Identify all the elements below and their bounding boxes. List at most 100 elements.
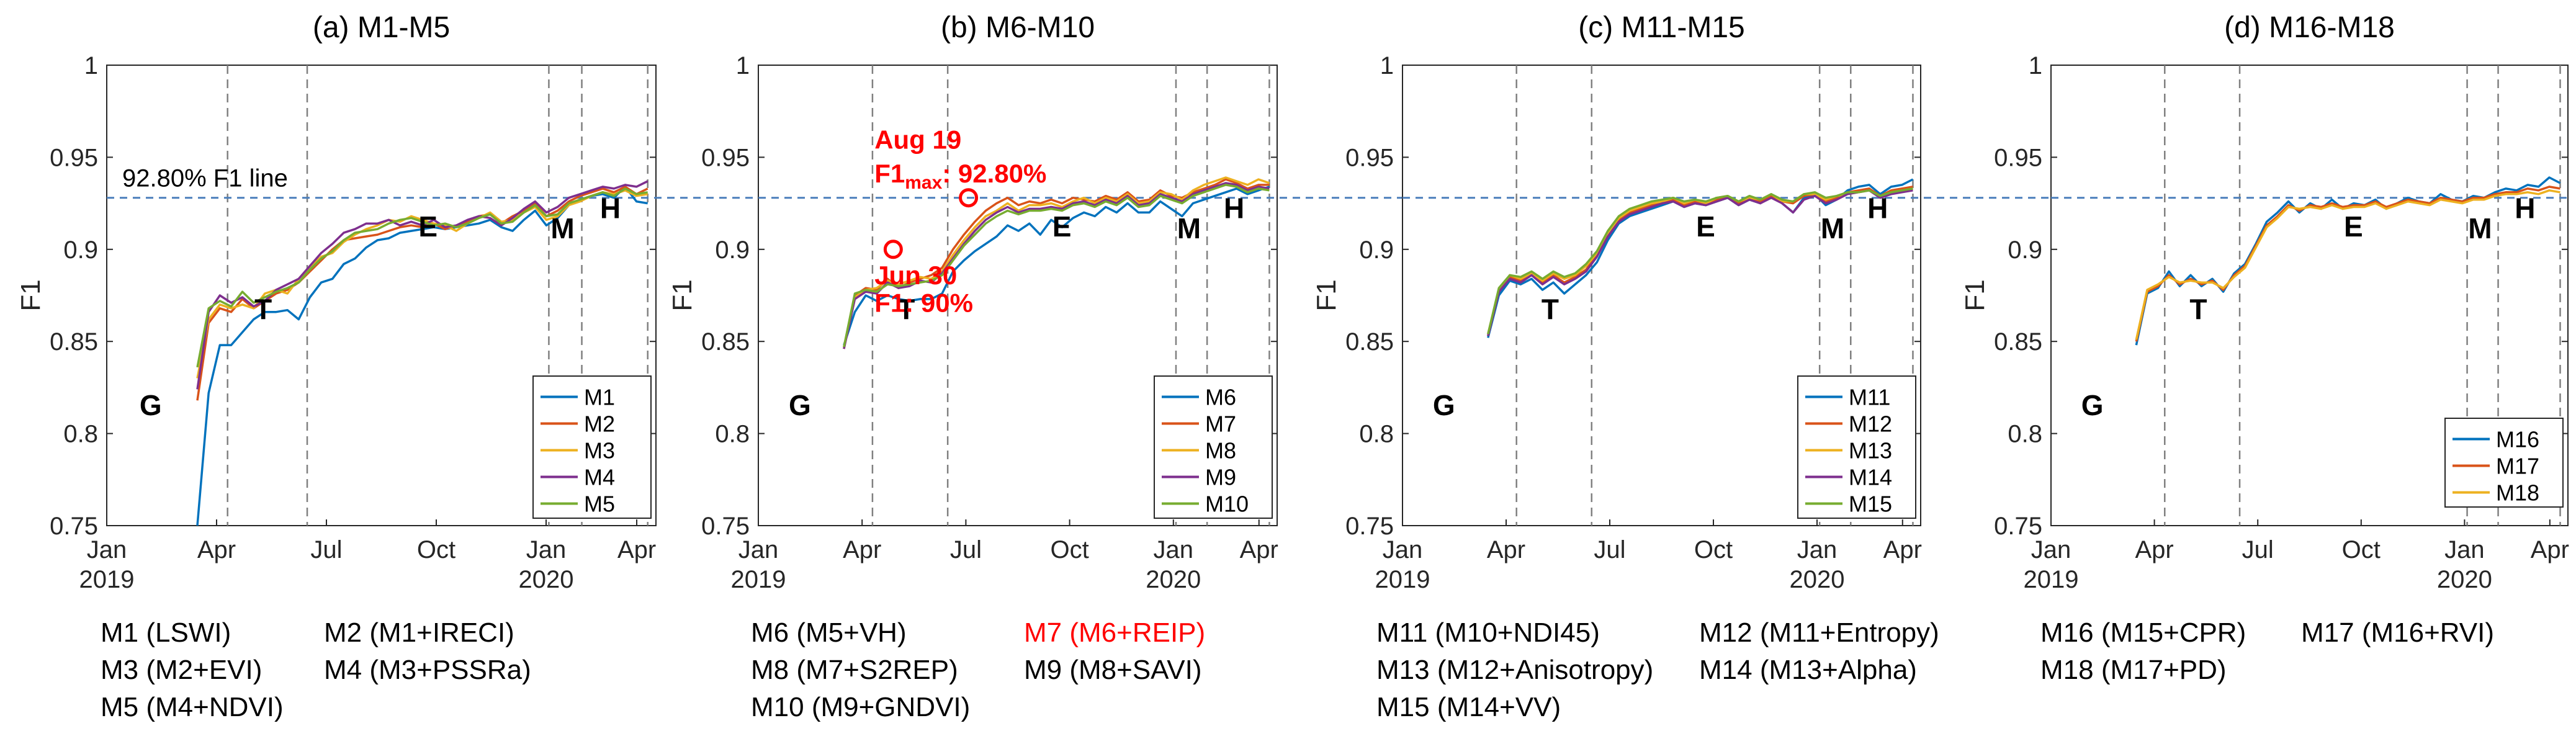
y-tick-label: 1 <box>736 52 750 79</box>
x-tick-label: Apr <box>197 536 236 563</box>
legend-label-m1: M1 <box>584 385 615 410</box>
y-tick-label: 0.75 <box>1345 513 1394 540</box>
legend-m3: M3 (M2+EVI) <box>101 655 263 685</box>
legend-box <box>1797 375 1916 519</box>
x-tick-label: Oct <box>1694 536 1733 563</box>
annotation-value-90: F1: 90% <box>874 289 973 318</box>
legend-label-m9: M9 <box>1205 465 1236 490</box>
phase-label-e: E <box>2344 210 2363 243</box>
x-tick-label: Apr <box>2531 536 2569 563</box>
x-tick-label: Jan <box>87 536 127 563</box>
x-tick-label: Oct <box>1050 536 1088 563</box>
x-tick-label: Jan <box>1797 536 1838 563</box>
legend-label-m16: M16 <box>2496 427 2539 452</box>
legend-m5: M5 (M4+NDVI) <box>101 692 284 722</box>
reference-line-label: 92.80% F1 line <box>122 165 288 192</box>
annotation-marker-90 <box>883 240 903 259</box>
legend-m12: M12 (M11+Entropy) <box>1699 617 1939 648</box>
x-tick-label: Apr <box>843 536 881 563</box>
y-tick-label: 0.8 <box>63 421 98 448</box>
legend-m13: M13 (M12+Anisotropy) <box>1376 655 1654 685</box>
series-line-m2 <box>196 186 648 401</box>
y-axis-label: F1 <box>1960 279 1990 311</box>
series-line-m8 <box>843 176 1270 348</box>
y-tick-label: 0.95 <box>701 144 750 171</box>
series-line-m15 <box>1487 187 1913 334</box>
x-tick-label: Jan <box>2444 536 2485 563</box>
phase-label-h: H <box>1867 192 1888 224</box>
phase-label-m: M <box>550 212 574 245</box>
phase-label-m: M <box>2468 212 2492 245</box>
y-tick-label: 0.85 <box>1994 328 2042 356</box>
year-label: 2020 <box>519 566 574 593</box>
x-tick-label: Jan <box>1383 536 1423 563</box>
year-label: 2020 <box>1790 566 1845 593</box>
legend-m6: M6 (M5+VH) <box>751 617 907 648</box>
year-label: 2019 <box>731 566 786 593</box>
phase-label-e: E <box>1696 210 1715 243</box>
phase-label-g: G <box>789 389 811 421</box>
phase-label-g: G <box>2081 389 2104 421</box>
legend-box <box>1154 375 1273 519</box>
y-tick-label: 0.9 <box>1359 236 1394 264</box>
phase-label-h: H <box>1224 192 1244 224</box>
year-label: 2019 <box>1375 566 1430 593</box>
legend-label-m11: M11 <box>1849 385 1890 410</box>
annotation-marker-max <box>959 188 979 208</box>
legend-label-m10: M10 <box>1205 491 1249 517</box>
phase-label-m: M <box>1821 212 1844 245</box>
y-tick-label: 1 <box>84 52 98 79</box>
x-tick-label: Apr <box>1883 536 1922 563</box>
legend-m16: M16 (M15+CPR) <box>2040 617 2246 648</box>
legend-m7: M7 (M6+REIP) <box>1024 617 1206 648</box>
year-label: 2020 <box>1146 566 1201 593</box>
y-tick-label: 1 <box>1380 52 1394 79</box>
phase-label-h: H <box>600 192 621 224</box>
annotation-date-90: Jun 30 <box>874 261 957 290</box>
annotation-date-max: Aug 19 <box>874 125 961 155</box>
legend-m15: M15 (M14+VV) <box>1376 692 1561 722</box>
phase-label-g: G <box>1433 389 1455 421</box>
y-tick-label: 0.9 <box>63 236 98 264</box>
chart-panel-4: 0.75 0.8 0.85 0.9 0.95 1 Jan Apr Jul Oct Jan Apr 201… <box>1960 11 2569 593</box>
model-legend-c: M11 (M10+NDI45) M12 (M11+Entropy) M13 (M1… <box>1376 614 1939 726</box>
legend-label-m4: M4 <box>584 465 615 490</box>
y-tick-label: 1 <box>2029 52 2042 79</box>
legend-label-m2: M2 <box>584 411 615 437</box>
phase-label-t: T <box>897 294 915 326</box>
model-legend-b: M6 (M5+VH) M7 (M6+REIP) M8 (M7+S2REP) M9 (… <box>751 614 1205 726</box>
y-tick-label: 0.75 <box>50 513 98 540</box>
phase-label-h: H <box>2515 192 2535 224</box>
legend-m18: M18 (M17+PD) <box>2040 655 2227 685</box>
chart-title: (b) M6-M10 <box>941 11 1095 44</box>
legend-label-m8: M8 <box>1205 438 1236 464</box>
series-line-m3 <box>196 189 648 379</box>
x-tick-label: Jul <box>2242 536 2274 563</box>
x-tick-label: Oct <box>417 536 456 563</box>
x-tick-label: Jul <box>1594 536 1625 563</box>
x-tick-label: Jul <box>310 536 342 563</box>
annotation-f1: F1 <box>874 159 905 188</box>
series-line-m5 <box>196 187 648 368</box>
y-tick-label: 0.85 <box>701 328 750 356</box>
phase-label-e: E <box>418 210 438 243</box>
legend-label-m14: M14 <box>1849 465 1892 490</box>
legend-box <box>532 375 652 519</box>
phase-label-t: T <box>1542 294 1559 326</box>
y-tick-label: 0.75 <box>701 513 750 540</box>
legend-m2: M2 (M1+IRECI) <box>324 617 514 648</box>
chart-panel-3: 0.75 0.8 0.85 0.9 0.95 1 Jan Apr Jul Oct Jan Apr 201… <box>1311 11 2051 593</box>
x-tick-label: Jan <box>738 536 779 563</box>
legend-m8: M8 (M7+S2REP) <box>751 655 958 685</box>
legend-label-m5: M5 <box>584 491 615 517</box>
phase-label-g: G <box>140 389 162 421</box>
phase-label-m: M <box>1177 212 1201 245</box>
year-label: 2019 <box>2024 566 2079 593</box>
y-tick-label: 0.95 <box>1345 144 1394 171</box>
legend-m10: M10 (M9+GNDVI) <box>751 692 971 722</box>
legend-label-m15: M15 <box>1849 491 1892 517</box>
annotation-value-max: F1max: 92.80% <box>874 159 1046 193</box>
x-tick-label: Jul <box>950 536 982 563</box>
series-line-m18 <box>2135 189 2560 340</box>
series-line-m7 <box>843 178 1270 349</box>
